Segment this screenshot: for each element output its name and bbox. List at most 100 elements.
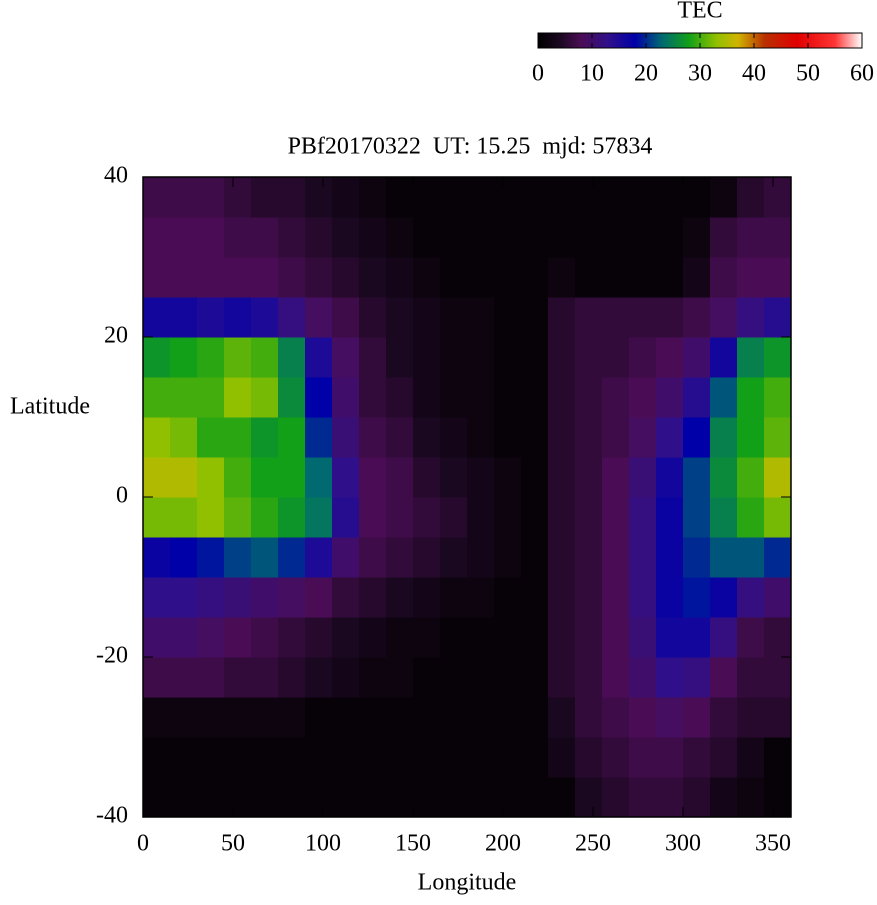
heatmap-cell [305, 457, 333, 498]
heatmap-cell [764, 777, 792, 818]
heatmap-cell [656, 497, 684, 538]
y-tick-label: -20 [96, 643, 128, 669]
heatmap-cell [575, 737, 603, 778]
heatmap-cell [737, 337, 765, 378]
heatmap-cell [737, 537, 765, 578]
heatmap-cell [251, 537, 279, 578]
heatmap-cell [440, 177, 468, 218]
heatmap-cell [629, 777, 657, 818]
heatmap-cell [359, 257, 387, 298]
heatmap-cell [251, 337, 279, 378]
heatmap-cell [521, 777, 549, 818]
heatmap-cell [305, 537, 333, 578]
heatmap-cell [683, 577, 711, 618]
heatmap-cell [737, 217, 765, 258]
heatmap-cell [170, 217, 198, 258]
heatmap-cell [251, 297, 279, 338]
heatmap-cell [548, 617, 576, 658]
heatmap-cell [467, 177, 495, 218]
y-tick-label: 20 [104, 323, 128, 349]
heatmap-cell [359, 697, 387, 738]
heatmap-cell [602, 617, 630, 658]
heatmap-cell [332, 457, 360, 498]
heatmap-cell [197, 217, 225, 258]
heatmap-cell [143, 617, 171, 658]
heatmap-cell [710, 257, 738, 298]
heatmap-cell [251, 777, 279, 818]
heatmap-cell [521, 177, 549, 218]
heatmap-cell [224, 617, 252, 658]
heatmap-cell [170, 617, 198, 658]
heatmap-cell [143, 457, 171, 498]
heatmap-cell [359, 457, 387, 498]
colorbar-tick-label: 40 [742, 61, 766, 87]
heatmap-cell [521, 257, 549, 298]
heatmap-cell [170, 497, 198, 538]
heatmap-cell [440, 777, 468, 818]
heatmap-cell [278, 297, 306, 338]
heatmap-cell [332, 617, 360, 658]
heatmap-cell [710, 497, 738, 538]
heatmap-cell [224, 417, 252, 458]
heatmap-cell [602, 337, 630, 378]
heatmap-cell [170, 697, 198, 738]
heatmap-cell [656, 777, 684, 818]
x-tick-label: 100 [305, 831, 341, 857]
heatmap-cell [413, 297, 441, 338]
heatmap-cell [656, 537, 684, 578]
heatmap-cell [548, 497, 576, 538]
heatmap-cell [764, 497, 792, 538]
heatmap-cell [656, 297, 684, 338]
heatmap-cell [548, 777, 576, 818]
heatmap-cell [683, 617, 711, 658]
heatmap-cell [737, 417, 765, 458]
heatmap-cell [386, 457, 414, 498]
heatmap-cell [143, 377, 171, 418]
heatmap-cell [278, 657, 306, 698]
heatmap-cell [359, 177, 387, 218]
heatmap-cell [359, 737, 387, 778]
heatmap-cell [251, 697, 279, 738]
heatmap-cell [197, 737, 225, 778]
heatmap-cell [251, 497, 279, 538]
heatmap-cell [764, 457, 792, 498]
heatmap-cell [143, 657, 171, 698]
heatmap-cell [602, 497, 630, 538]
heatmap-cell [710, 537, 738, 578]
heatmap-cell [386, 377, 414, 418]
heatmap-cell [494, 217, 522, 258]
heatmap-cell [278, 497, 306, 538]
heatmap-cell [737, 257, 765, 298]
heatmap-cell [737, 177, 765, 218]
heatmap-cell [332, 657, 360, 698]
heatmap-cell [170, 257, 198, 298]
heatmap-cell [413, 257, 441, 298]
heatmap-cell [386, 657, 414, 698]
heatmap-cell [602, 457, 630, 498]
heatmap-cell [170, 177, 198, 218]
heatmap-cell [440, 697, 468, 738]
heatmap-cell [629, 737, 657, 778]
heatmap-cell [764, 737, 792, 778]
heatmap-cell [197, 257, 225, 298]
heatmap-cell [602, 577, 630, 618]
heatmap-cell [467, 737, 495, 778]
heatmap-cell [683, 497, 711, 538]
heatmap-cell [440, 417, 468, 458]
heatmap-cell [575, 297, 603, 338]
heatmap-cell [710, 377, 738, 418]
x-tick-label: 50 [221, 831, 245, 857]
heatmap-cell [629, 497, 657, 538]
heatmap-cell [710, 737, 738, 778]
heatmap-cell [683, 337, 711, 378]
heatmap-cell [143, 177, 171, 218]
heatmap-cell [764, 257, 792, 298]
heatmap-cell [494, 337, 522, 378]
heatmap-cell [197, 377, 225, 418]
heatmap-cell [332, 737, 360, 778]
heatmap-cell [710, 577, 738, 618]
heatmap-cell [224, 457, 252, 498]
heatmap-cell [224, 577, 252, 618]
heatmap-cell [440, 297, 468, 338]
heatmap-cell [278, 257, 306, 298]
